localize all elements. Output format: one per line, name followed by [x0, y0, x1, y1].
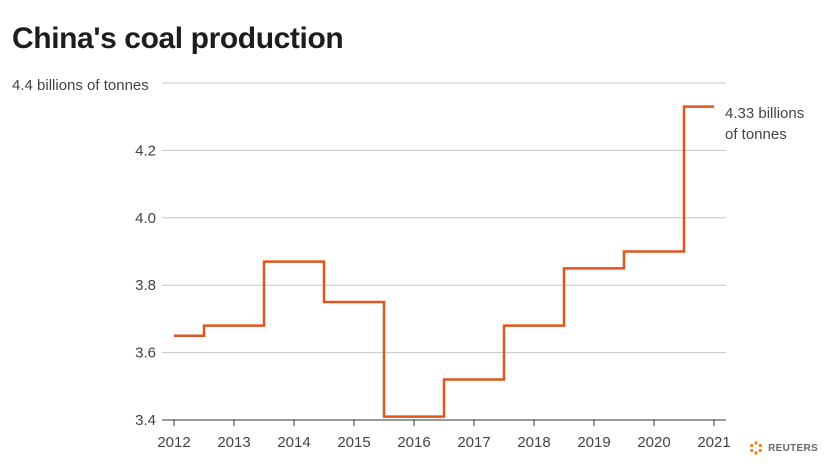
- x-tick-label: 2017: [457, 434, 490, 451]
- y-tick-label: 3.4: [135, 412, 156, 429]
- y-tick-label: 4.2: [135, 142, 156, 159]
- y-unit-label: 4.4 billions of tonnes: [12, 77, 149, 94]
- y-tick-label: 3.8: [135, 277, 156, 294]
- x-tick-label: 2013: [217, 434, 250, 451]
- x-tick-label: 2012: [157, 434, 190, 451]
- x-tick-label: 2014: [277, 434, 310, 451]
- series-step-line: [174, 105, 714, 418]
- y-tick-label: 3.6: [135, 345, 156, 362]
- x-tick-label: 2019: [577, 434, 610, 451]
- x-tick-label: 2021: [697, 434, 730, 451]
- source-label: REUTERS: [768, 442, 818, 454]
- end-value-label-line2: of tonnes: [725, 126, 787, 143]
- chart-title: China's coal production: [12, 22, 344, 55]
- grid-lines: [162, 82, 726, 421]
- x-tick-label: 2016: [397, 434, 430, 451]
- x-tick-label: 2018: [517, 434, 550, 451]
- y-tick-labels: 3.4 3.6 3.8 4.0 4.2: [135, 142, 156, 429]
- x-axis: 2012 2013 2014 2015 2016 2017 2018 2019 2020 2021: [157, 420, 731, 451]
- x-tick-label: 2020: [637, 434, 670, 451]
- x-tick-label: 2015: [337, 434, 370, 451]
- reuters-logo-icon: [750, 441, 763, 455]
- end-value-label-line1: 4.33 billions: [725, 105, 804, 122]
- source-credit: REUTERS: [748, 440, 818, 456]
- y-tick-label: 4.0: [135, 210, 156, 227]
